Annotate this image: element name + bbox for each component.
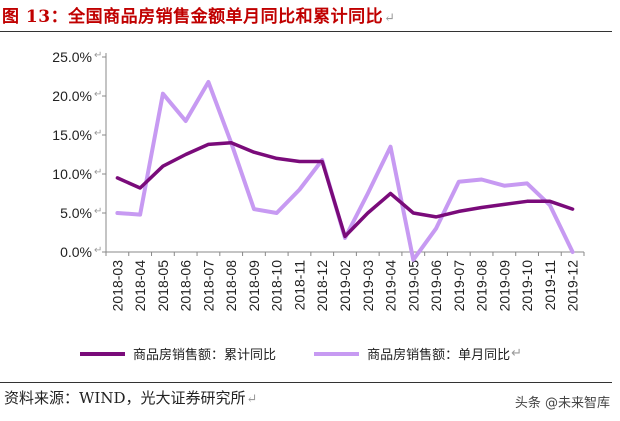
legend: 商品房销售额：累计同比 商品房销售额：单月同比 ↵ xyxy=(80,344,556,363)
x-tick-label: 2018-12 xyxy=(314,260,330,312)
series-line-cumulative xyxy=(115,141,575,239)
legend-item-monthly: 商品房销售额：单月同比 ↵ xyxy=(314,344,522,363)
x-tick-label: 2019-08 xyxy=(474,260,490,312)
x-tick-label: 2019-05 xyxy=(405,260,421,312)
paragraph-mark-icon: ↵ xyxy=(384,11,396,26)
x-tick-label: 2018-04 xyxy=(132,260,148,312)
x-tick-label: 2019-09 xyxy=(496,260,512,312)
x-tick-label: 2019-06 xyxy=(428,260,444,312)
x-tick-label: 2018-08 xyxy=(223,260,239,312)
x-tick-label: 2019-12 xyxy=(565,260,581,312)
y-tick-label: 0.0% xyxy=(60,244,92,260)
source-text: 资料来源：WIND，光大证券研究所 xyxy=(4,389,246,407)
figure-title-text: 图 13：全国商品房销售金额单月同比和累计同比 xyxy=(2,7,384,27)
y-tick-label: 20.0% xyxy=(52,88,92,104)
x-tick-label: 2018-05 xyxy=(155,260,171,312)
y-tick-label: 25.0% xyxy=(52,49,92,65)
x-tick-label: 2018-07 xyxy=(200,260,216,312)
paragraph-mark-icon: ↵ xyxy=(94,128,102,139)
x-tick-label: 2019-07 xyxy=(451,260,467,312)
x-tick-label: 2018-11 xyxy=(291,260,307,311)
paragraph-mark-icon: ↵ xyxy=(511,346,523,361)
legend-item-cumulative: 商品房销售额：累计同比 xyxy=(80,344,276,363)
paragraph-mark-icon: ↵ xyxy=(94,245,102,256)
paragraph-mark-icon: ↵ xyxy=(94,89,102,100)
x-tick-label: 2019-11 xyxy=(542,260,558,311)
x-tick-label: 2018-10 xyxy=(269,260,285,312)
x-tick-label: 2019-10 xyxy=(519,260,535,312)
paragraph-mark-icon: ↵ xyxy=(94,206,102,217)
legend-label-monthly: 商品房销售额：单月同比 xyxy=(367,348,511,363)
x-tick-label: 2019-03 xyxy=(360,260,376,312)
x-tick-label: 2018-09 xyxy=(246,260,262,312)
legend-swatch-cumulative xyxy=(80,351,125,356)
watermark: 头条 @未来智库 xyxy=(514,396,610,411)
paragraph-mark-icon: ↵ xyxy=(246,392,258,407)
legend-label-cumulative: 商品房销售额：累计同比 xyxy=(133,348,277,363)
x-tick-label: 2019-04 xyxy=(383,260,399,312)
paragraph-mark-icon: ↵ xyxy=(94,50,102,61)
y-tick-label: 15.0% xyxy=(52,127,92,143)
y-tick-label: 5.0% xyxy=(60,205,92,221)
y-tick-label: 10.0% xyxy=(52,166,92,182)
x-tick-label: 2018-06 xyxy=(178,260,194,312)
bottom-rule xyxy=(0,382,612,383)
figure-title: 图 13：全国商品房销售金额单月同比和累计同比↵ xyxy=(2,2,395,27)
x-tick-label: 2018-03 xyxy=(109,260,125,312)
legend-swatch-monthly xyxy=(314,351,360,356)
x-tick-label: 2019-02 xyxy=(337,260,353,312)
source-note: 资料来源：WIND，光大证券研究所↵ xyxy=(4,387,257,408)
paragraph-mark-icon: ↵ xyxy=(94,167,102,178)
top-rule xyxy=(0,31,612,32)
